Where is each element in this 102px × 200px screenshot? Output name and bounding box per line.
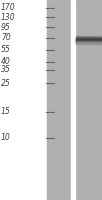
Bar — [76, 40, 101, 41]
Bar — [76, 43, 101, 44]
Text: 170: 170 — [1, 3, 16, 12]
Bar — [76, 37, 101, 38]
Bar — [76, 40, 101, 41]
Bar — [76, 38, 101, 39]
Text: 55: 55 — [1, 46, 11, 54]
Text: 70: 70 — [1, 33, 11, 43]
Bar — [76, 41, 101, 42]
Text: 40: 40 — [1, 58, 11, 66]
Bar — [76, 42, 101, 43]
Bar — [76, 39, 101, 40]
Bar — [76, 42, 101, 43]
Text: 95: 95 — [1, 22, 11, 31]
Text: 130: 130 — [1, 12, 16, 21]
Text: 15: 15 — [1, 108, 11, 116]
Text: 25: 25 — [1, 78, 11, 88]
Bar — [0, 0, 46, 200]
Bar — [75, 0, 102, 200]
Bar — [47, 0, 71, 200]
Text: 35: 35 — [1, 66, 11, 74]
Text: 10: 10 — [1, 134, 11, 142]
Bar — [76, 38, 101, 39]
Bar — [71, 0, 75, 200]
Bar — [76, 36, 101, 37]
